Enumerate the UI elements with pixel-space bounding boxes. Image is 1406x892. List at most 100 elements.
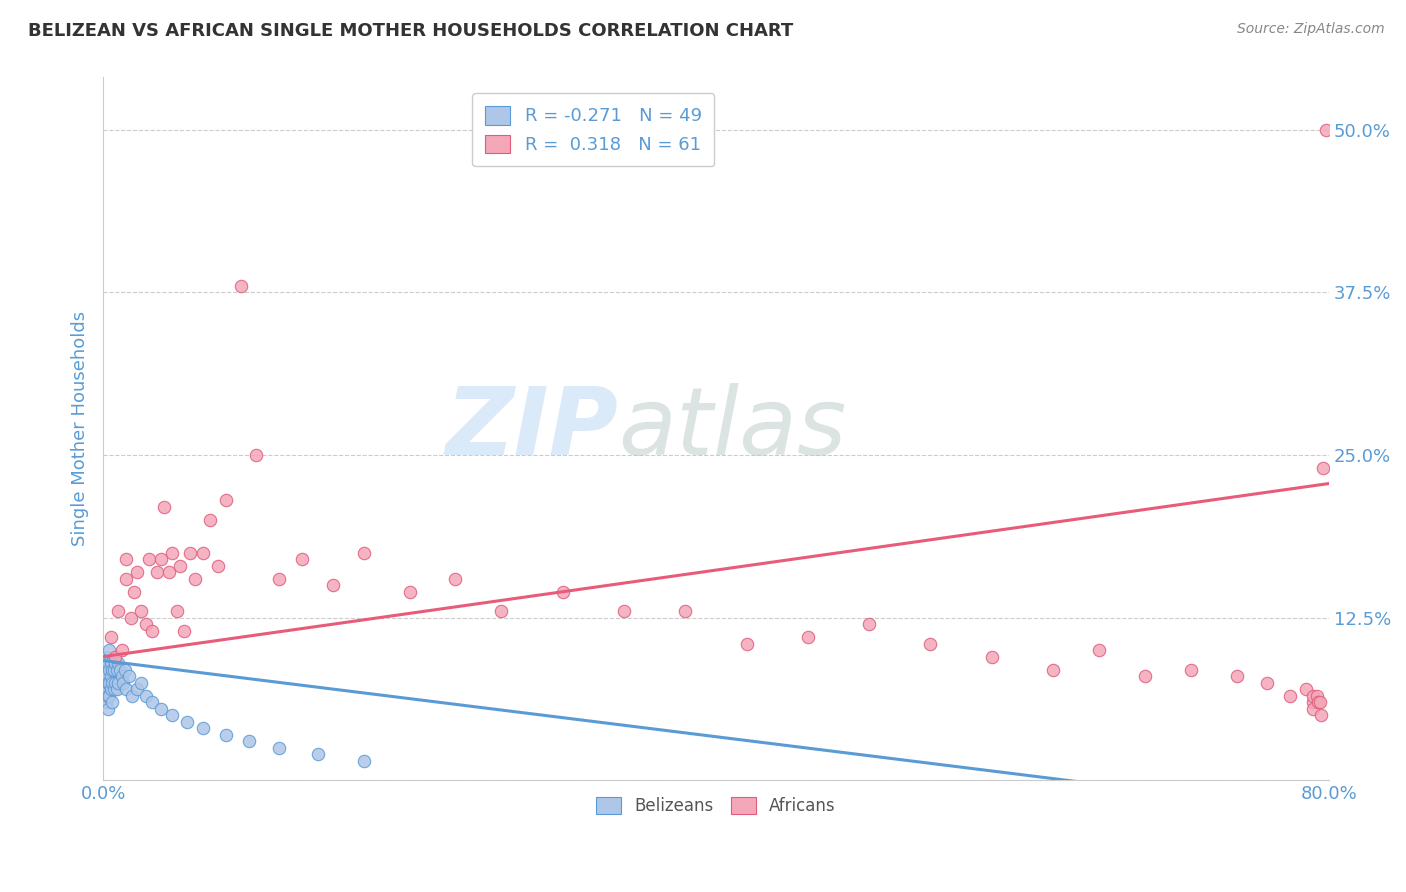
Point xyxy=(207,558,229,573)
Point xyxy=(98,689,121,703)
Point xyxy=(735,637,758,651)
Point xyxy=(93,663,115,677)
Point xyxy=(1279,689,1302,703)
Point xyxy=(115,552,138,566)
Point xyxy=(96,669,118,683)
Point xyxy=(269,740,291,755)
Point xyxy=(398,584,420,599)
Point xyxy=(307,747,329,762)
Point xyxy=(173,624,195,638)
Point xyxy=(160,545,183,559)
Point xyxy=(797,630,820,644)
Point xyxy=(100,682,122,697)
Point xyxy=(1042,663,1064,677)
Point xyxy=(97,656,120,670)
Point xyxy=(1088,643,1111,657)
Point xyxy=(269,572,291,586)
Point xyxy=(93,675,115,690)
Point xyxy=(120,610,142,624)
Point xyxy=(115,682,138,697)
Point xyxy=(1309,695,1331,709)
Point xyxy=(1310,708,1333,723)
Point xyxy=(157,565,180,579)
Point xyxy=(200,513,222,527)
Point xyxy=(96,682,118,697)
Point xyxy=(1295,682,1317,697)
Point xyxy=(121,689,143,703)
Point xyxy=(1302,689,1324,703)
Point xyxy=(1302,695,1324,709)
Point xyxy=(245,448,267,462)
Point xyxy=(108,663,131,677)
Point xyxy=(104,656,127,670)
Point xyxy=(141,695,163,709)
Point xyxy=(101,695,124,709)
Point xyxy=(551,584,574,599)
Point xyxy=(353,754,375,768)
Point xyxy=(97,675,120,690)
Point xyxy=(112,675,135,690)
Text: atlas: atlas xyxy=(617,384,846,475)
Point xyxy=(107,604,129,618)
Point xyxy=(96,695,118,709)
Point xyxy=(104,675,127,690)
Point xyxy=(176,714,198,729)
Point xyxy=(215,728,238,742)
Text: Source: ZipAtlas.com: Source: ZipAtlas.com xyxy=(1237,22,1385,37)
Point xyxy=(101,663,124,677)
Point xyxy=(160,708,183,723)
Point xyxy=(980,649,1002,664)
Point xyxy=(110,643,132,657)
Point xyxy=(184,572,207,586)
Point xyxy=(150,552,173,566)
Point xyxy=(105,663,128,677)
Text: BELIZEAN VS AFRICAN SINGLE MOTHER HOUSEHOLDS CORRELATION CHART: BELIZEAN VS AFRICAN SINGLE MOTHER HOUSEH… xyxy=(28,22,793,40)
Point xyxy=(131,604,153,618)
Point xyxy=(491,604,513,618)
Point xyxy=(135,617,157,632)
Point xyxy=(122,584,145,599)
Point xyxy=(131,675,153,690)
Point xyxy=(1256,675,1278,690)
Point xyxy=(105,682,128,697)
Point xyxy=(238,734,260,748)
Y-axis label: Single Mother Households: Single Mother Households xyxy=(72,311,89,547)
Point xyxy=(101,675,124,690)
Point xyxy=(141,624,163,638)
Point xyxy=(138,552,160,566)
Legend: Belizeans, Africans: Belizeans, Africans xyxy=(586,787,845,825)
Point xyxy=(229,278,252,293)
Point xyxy=(96,649,118,664)
Point xyxy=(100,656,122,670)
Point xyxy=(153,500,176,514)
Point xyxy=(1180,663,1202,677)
Point xyxy=(97,702,120,716)
Point xyxy=(1315,122,1337,136)
Point xyxy=(115,572,138,586)
Point xyxy=(125,682,148,697)
Point xyxy=(166,604,188,618)
Point xyxy=(444,572,467,586)
Point xyxy=(103,682,125,697)
Point xyxy=(169,558,191,573)
Point xyxy=(150,702,173,716)
Point xyxy=(191,545,214,559)
Point xyxy=(135,689,157,703)
Point xyxy=(613,604,636,618)
Point xyxy=(1305,689,1327,703)
Point xyxy=(98,663,121,677)
Point xyxy=(107,656,129,670)
Point xyxy=(97,689,120,703)
Point xyxy=(107,675,129,690)
Point xyxy=(118,669,141,683)
Point xyxy=(110,669,132,683)
Point xyxy=(215,493,238,508)
Point xyxy=(1302,702,1324,716)
Point xyxy=(1306,695,1329,709)
Point xyxy=(100,669,122,683)
Point xyxy=(322,578,344,592)
Point xyxy=(858,617,880,632)
Point xyxy=(1312,461,1334,475)
Point xyxy=(1133,669,1156,683)
Point xyxy=(353,545,375,559)
